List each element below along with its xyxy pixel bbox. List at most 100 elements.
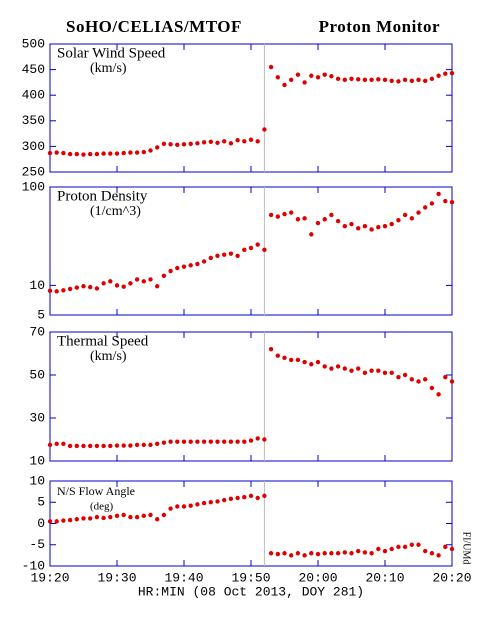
data-point <box>429 201 435 206</box>
data-point <box>382 370 388 376</box>
data-point <box>94 286 100 291</box>
data-point <box>342 366 347 371</box>
data-point <box>101 443 106 449</box>
data-point <box>429 551 435 556</box>
data-point <box>389 546 394 552</box>
data-point <box>302 359 307 365</box>
x-axis-label: HR:MIN (08 Oct 2013, DOY 281) <box>138 584 364 599</box>
data-point <box>161 512 167 518</box>
data-point <box>242 247 247 252</box>
data-point <box>242 494 247 500</box>
data-point <box>335 364 341 369</box>
data-point <box>416 542 421 547</box>
data-point <box>376 225 381 230</box>
data-point <box>416 77 421 83</box>
data-point <box>47 442 53 448</box>
data-point <box>242 139 247 144</box>
data-point <box>302 553 307 558</box>
panel-title: N/S Flow Angle <box>57 484 135 498</box>
data-point <box>329 366 334 371</box>
data-point <box>282 82 287 88</box>
data-point <box>121 150 126 156</box>
panel-title: Proton Density <box>57 188 148 204</box>
data-point <box>309 362 314 367</box>
data-point <box>235 138 240 143</box>
data-point <box>168 506 173 511</box>
data-point <box>168 439 173 444</box>
data-point <box>121 443 126 448</box>
data-point <box>436 73 441 78</box>
data-point <box>188 503 193 508</box>
y-tick-label: 500 <box>22 36 45 51</box>
data-point <box>268 212 274 218</box>
data-point <box>134 514 140 520</box>
data-point <box>175 439 180 444</box>
data-point <box>228 496 234 502</box>
data-point <box>449 70 455 76</box>
data-point <box>275 75 280 80</box>
data-point <box>382 548 388 554</box>
data-point <box>382 77 388 83</box>
y-tick-label: 300 <box>22 139 45 154</box>
data-point <box>376 368 381 373</box>
data-point <box>195 439 200 444</box>
data-point <box>262 437 267 442</box>
data-point <box>61 150 66 156</box>
data-point <box>181 439 187 444</box>
panel-units: (deg) <box>90 501 114 513</box>
data-point <box>108 279 113 284</box>
data-point <box>289 553 294 558</box>
data-point <box>242 439 247 444</box>
data-point <box>362 370 368 376</box>
data-point <box>443 198 448 204</box>
data-point <box>443 71 448 76</box>
data-point <box>369 77 374 83</box>
data-point <box>81 152 86 157</box>
data-point <box>248 438 254 443</box>
data-point <box>114 513 120 519</box>
data-point <box>436 553 441 558</box>
data-point <box>329 74 334 79</box>
data-point <box>148 512 153 518</box>
data-point <box>449 200 455 205</box>
data-point <box>128 281 133 286</box>
data-point <box>315 75 321 80</box>
data-point <box>67 151 73 157</box>
data-point <box>309 551 314 556</box>
x-tick-label: 19:50 <box>231 570 270 585</box>
data-point <box>208 439 213 444</box>
data-point <box>262 493 267 499</box>
data-point <box>228 141 234 146</box>
data-point <box>195 502 200 507</box>
data-point <box>228 251 234 256</box>
y-tick-label: 250 <box>22 164 45 179</box>
data-point <box>322 551 327 556</box>
y-tick-label: 5 <box>37 307 45 322</box>
data-point <box>74 517 80 522</box>
header-right: Proton Monitor <box>319 17 440 36</box>
data-point <box>67 286 73 292</box>
data-point <box>74 285 80 290</box>
data-point <box>275 214 280 219</box>
data-point <box>282 211 287 217</box>
data-point <box>54 441 59 446</box>
data-point <box>289 210 294 215</box>
data-point <box>188 263 193 268</box>
data-point <box>155 145 160 150</box>
data-point <box>282 355 287 360</box>
data-point <box>349 368 354 373</box>
data-point <box>141 149 146 155</box>
data-point <box>248 245 254 251</box>
data-point <box>268 551 274 556</box>
data-point <box>423 377 428 382</box>
data-point <box>262 127 267 132</box>
data-point <box>222 497 227 503</box>
data-point <box>235 495 240 501</box>
data-point <box>121 512 126 518</box>
data-point <box>201 439 207 444</box>
x-tick-label: 20:10 <box>365 570 404 585</box>
data-point <box>215 140 220 146</box>
data-point <box>215 439 220 444</box>
data-point <box>356 226 361 231</box>
